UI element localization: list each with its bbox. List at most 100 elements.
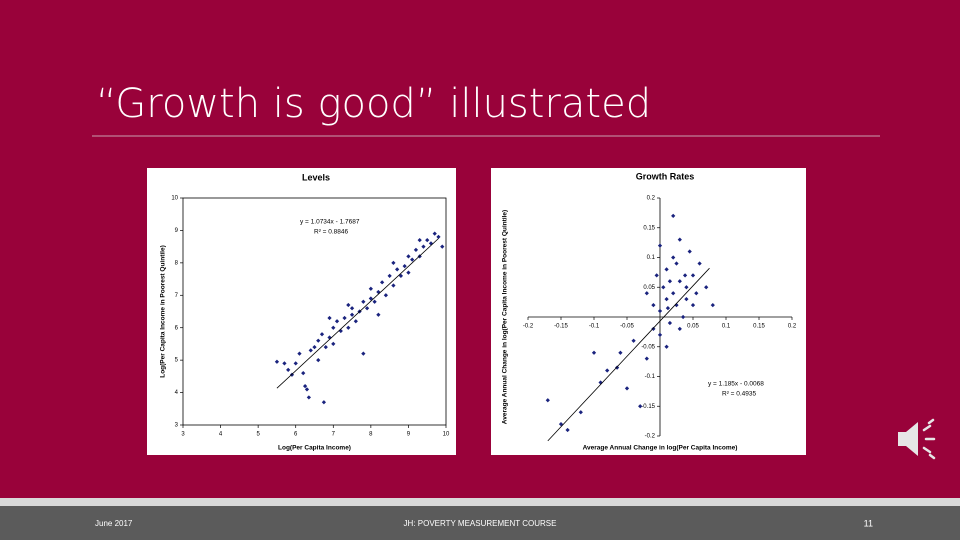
scatter-point (710, 302, 715, 308)
scatter-point (664, 267, 669, 272)
scatter-point (432, 231, 437, 236)
scatter-point (684, 285, 689, 290)
scatter-point (323, 345, 328, 350)
scatter-point (361, 351, 366, 356)
scatter-point (342, 315, 347, 321)
scatter-point (380, 280, 385, 285)
scatter-point (614, 365, 620, 370)
y-axis-label: Log(Per Capita Income in Poorest Quintil… (160, 245, 167, 378)
scatter-point (376, 312, 381, 317)
y-axis-label: Average Annual Change in log(Per Capita … (502, 210, 509, 424)
scatter-point (346, 302, 351, 308)
scatter-point (334, 319, 340, 324)
trendline (547, 267, 710, 442)
scatter-point (654, 273, 659, 278)
annotation: y = 1.185x - 0.0068 (708, 381, 764, 388)
scatter-point (391, 260, 396, 265)
scatter-point (694, 291, 699, 296)
x-tick-label: -0.05 (620, 324, 634, 330)
scatter-point (687, 249, 692, 254)
scatter-point (578, 410, 583, 415)
x-tick-label: 0.15 (753, 324, 765, 330)
scatter-point (402, 263, 407, 269)
scatter-point (304, 387, 310, 392)
y-tick-label: 9 (175, 228, 179, 234)
chart-panel (147, 168, 456, 455)
x-tick-label: 9 (407, 432, 411, 438)
scatter-point (406, 270, 411, 275)
x-tick-label: -0.1 (589, 324, 600, 330)
scatter-point (383, 293, 389, 298)
scatter-point (565, 427, 570, 433)
chart-panel (491, 168, 806, 455)
annotation: R² = 0.8846 (314, 229, 349, 236)
scatter-point (417, 238, 422, 243)
plot-frame (182, 197, 447, 426)
scatter-point (306, 395, 311, 400)
y-tick-label: -0.05 (641, 344, 655, 350)
x-tick-label: 0.05 (687, 324, 699, 330)
scatter-point (421, 244, 426, 249)
scatter-point (605, 368, 610, 373)
y-tick-label: 10 (171, 196, 178, 202)
scatter-point (697, 261, 702, 266)
scatter-point (644, 356, 649, 361)
footer-strip (0, 498, 960, 506)
x-axis-label: Log(Per Capita Income) (278, 445, 351, 452)
y-tick-label: 3 (175, 423, 179, 429)
scatter-point (644, 291, 649, 296)
scatter-point (286, 367, 291, 372)
scatter-point (319, 332, 325, 337)
chart-title: Levels (302, 172, 330, 182)
scatter-point (680, 314, 686, 320)
scatter-point (690, 273, 696, 278)
scatter-point (413, 247, 419, 253)
scatter-point (704, 285, 709, 290)
scatter-point (671, 291, 676, 296)
scatter-point (274, 359, 280, 364)
scatter-point (638, 404, 643, 409)
scatter-point (346, 325, 351, 330)
scatter-point (667, 279, 673, 284)
annotation: y = 1.0734x - 1.7687 (300, 219, 360, 226)
scatter-point (677, 279, 682, 284)
scatter-point (664, 297, 669, 302)
y-tick-label: 7 (175, 293, 179, 299)
scatter-point (387, 273, 392, 278)
scatter-point (665, 305, 671, 311)
scatter-point (395, 267, 400, 272)
scatter-point (368, 286, 373, 291)
y-tick-label: 0.05 (643, 285, 655, 291)
footer-date: June 2017 (95, 519, 133, 528)
scatter-point (293, 361, 298, 366)
scatter-point (301, 370, 306, 376)
scatter-point (651, 302, 656, 308)
scatter-point (282, 361, 287, 366)
scatter-point (308, 348, 313, 353)
scatter-point (297, 351, 302, 356)
x-tick-label: -0.15 (554, 324, 568, 330)
scatter-point (436, 234, 441, 240)
footer-bar (0, 506, 960, 540)
scatter-point (321, 400, 327, 405)
scatter-point (302, 383, 308, 389)
x-tick-label: 10 (443, 432, 450, 438)
scatter-point (331, 341, 336, 347)
scatter-point (682, 273, 688, 278)
scatter-point (331, 325, 336, 330)
scatter-point (664, 344, 669, 349)
y-tick-label: 4 (175, 390, 179, 396)
scatter-point (690, 302, 696, 308)
page-number: 11 (864, 518, 873, 528)
scatter-point (661, 285, 666, 290)
x-tick-label: -0.2 (523, 324, 534, 330)
y-tick-label: 6 (175, 325, 179, 331)
chart-title: Growth Rates (636, 171, 695, 181)
x-tick-label: 0.2 (788, 324, 797, 330)
scatter-point (368, 296, 373, 301)
scatter-point (372, 299, 377, 304)
y-tick-label: 0.2 (647, 196, 656, 202)
scatter-point (406, 254, 411, 259)
footer-course: JH: POVERTY MEASUREMENT COURSE (404, 519, 557, 528)
x-tick-label: 4 (219, 432, 223, 438)
